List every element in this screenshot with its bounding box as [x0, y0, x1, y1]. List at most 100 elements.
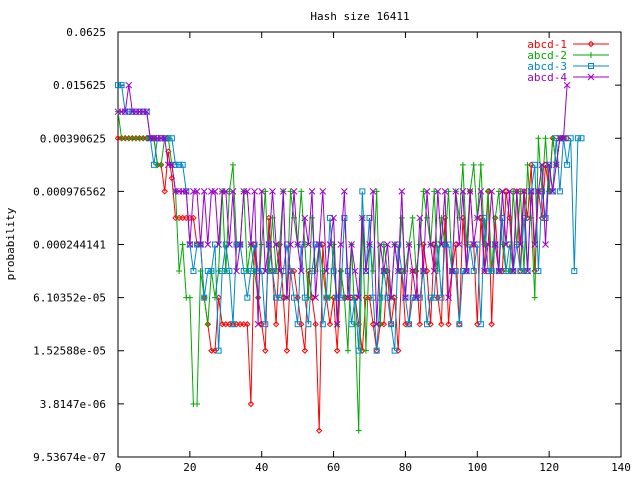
data-point	[470, 161, 477, 168]
x-tick-label: 60	[327, 461, 340, 474]
data-point	[337, 241, 345, 248]
data-point	[549, 188, 557, 195]
data-point	[287, 268, 294, 275]
data-point	[427, 321, 434, 328]
data-point	[301, 347, 309, 354]
data-point	[588, 52, 594, 58]
data-point	[287, 241, 294, 248]
y-tick-label: 0.00390625	[40, 132, 106, 145]
data-point	[588, 63, 594, 69]
data-point	[222, 241, 229, 248]
data-point	[226, 241, 233, 248]
data-point	[244, 294, 251, 301]
x-tick-label: 40	[255, 461, 268, 474]
data-point	[491, 241, 499, 248]
data-point	[319, 321, 326, 328]
data-point	[276, 294, 283, 301]
data-point	[229, 188, 237, 195]
data-point	[438, 321, 445, 328]
data-point	[456, 321, 463, 328]
data-point	[197, 241, 204, 248]
data-point	[186, 241, 194, 248]
data-point	[262, 347, 269, 354]
data-point	[531, 294, 538, 301]
data-point	[344, 294, 352, 302]
data-point	[258, 188, 266, 195]
data-point	[115, 82, 121, 89]
data-point	[200, 188, 208, 195]
data-point	[527, 188, 535, 195]
data-point	[326, 294, 333, 301]
y-axis-label: probability	[4, 207, 17, 280]
data-point	[150, 161, 157, 168]
data-point	[434, 294, 441, 301]
data-point	[333, 320, 341, 328]
data-point	[201, 294, 208, 301]
data-point	[330, 214, 337, 222]
data-point	[204, 241, 212, 248]
data-point	[413, 268, 420, 275]
data-point	[466, 188, 474, 195]
data-point	[430, 267, 438, 275]
data-point	[319, 241, 327, 248]
data-point	[176, 161, 183, 168]
data-point	[587, 40, 595, 48]
data-point	[563, 135, 571, 142]
data-point	[279, 188, 287, 195]
data-point	[251, 188, 258, 195]
data-point	[510, 188, 517, 195]
data-point	[520, 214, 527, 221]
series-abcd-4	[114, 81, 571, 328]
data-point	[474, 321, 481, 328]
data-point	[244, 268, 251, 275]
data-point	[301, 294, 308, 301]
data-point	[499, 214, 506, 221]
data-point	[366, 214, 373, 221]
data-point	[211, 347, 219, 354]
data-point	[477, 321, 484, 328]
data-point	[405, 241, 413, 248]
data-point	[395, 241, 402, 248]
data-point	[212, 241, 219, 248]
data-point	[538, 214, 546, 222]
data-point	[409, 267, 416, 275]
data-point	[315, 241, 323, 248]
data-point	[125, 81, 133, 89]
legend-label: abcd-2	[527, 49, 567, 62]
data-point	[402, 294, 409, 302]
data-point	[527, 161, 535, 169]
data-point	[262, 321, 269, 328]
data-point	[459, 268, 466, 275]
data-point	[538, 161, 546, 169]
data-point	[355, 294, 363, 302]
data-point	[236, 241, 244, 248]
data-point	[194, 401, 201, 408]
data-point	[416, 214, 424, 222]
x-tick-label: 80	[399, 461, 412, 474]
data-point	[326, 214, 333, 221]
data-point	[445, 188, 452, 195]
data-point	[229, 321, 236, 328]
data-point	[542, 214, 549, 221]
data-point	[513, 188, 521, 195]
data-point	[470, 241, 477, 248]
data-point	[574, 135, 581, 142]
data-point	[517, 188, 524, 195]
data-point	[204, 268, 211, 275]
data-point	[556, 188, 563, 195]
data-point	[420, 267, 427, 275]
data-point	[545, 161, 553, 169]
x-tick-label: 140	[611, 461, 631, 474]
data-point	[161, 134, 169, 142]
data-point	[294, 241, 301, 248]
data-point	[394, 267, 402, 275]
series-line	[118, 84, 582, 351]
data-point	[380, 321, 388, 328]
data-point	[387, 294, 395, 302]
data-point	[258, 321, 265, 328]
data-point	[373, 347, 380, 354]
data-point	[276, 267, 284, 275]
data-point	[312, 294, 319, 302]
data-point	[298, 321, 305, 328]
data-point	[542, 241, 549, 248]
